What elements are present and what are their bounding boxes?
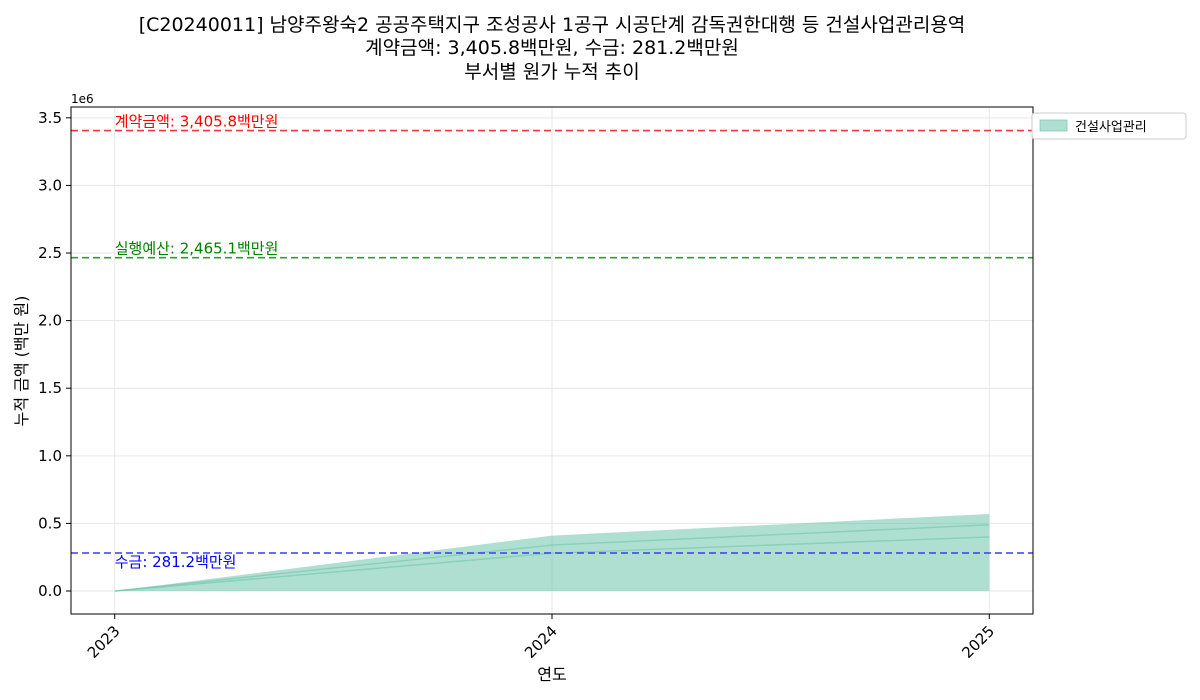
legend-label: 건설사업관리 — [1075, 120, 1147, 135]
y-tick-label: 0.0 — [38, 582, 62, 600]
series-line-lower — [114, 536, 990, 592]
series-line-mid — [114, 524, 990, 592]
y-axis: 0.0 0.5 1.0 1.5 2.0 2.5 3.0 3.5 — [38, 109, 71, 600]
x-tick-label: 2025 — [958, 622, 998, 662]
chart-title-line-2: 계약금액: 3,405.8백만원, 수금: 281.2백만원 — [365, 37, 739, 59]
reference-line-label: 실행예산: 2,465.1백만원 — [115, 240, 279, 258]
chart-title-line-1: [C20240011] 남양주왕숙2 공공주택지구 조성공사 1공구 시공단계 … — [139, 14, 966, 36]
y-tick-label: 1.0 — [38, 447, 62, 465]
reference-line-label: 계약금액: 3,405.8백만원 — [115, 113, 279, 131]
y-offset-label: 1e6 — [71, 92, 94, 106]
x-tick-label: 2023 — [84, 622, 124, 662]
x-axis: 2023 2024 2025 — [84, 614, 998, 662]
chart-title-line-3: 부서별 원가 누적 추이 — [464, 61, 639, 83]
reference-line-label: 수금: 281.2백만원 — [115, 553, 237, 571]
y-tick-label: 2.5 — [38, 244, 62, 262]
legend: 건설사업관리 — [1031, 112, 1187, 140]
x-tick-label: 2024 — [521, 622, 561, 662]
legend-swatch — [1039, 119, 1068, 132]
chart-title: [C20240011] 남양주왕숙2 공공주택지구 조성공사 1공구 시공단계 … — [139, 14, 966, 83]
y-tick-label: 3.5 — [38, 109, 62, 127]
y-axis-label: 누적 금액 (백만 원) — [12, 296, 31, 427]
y-tick-label: 3.0 — [38, 176, 62, 194]
series-areas — [114, 513, 990, 592]
y-tick-label: 1.5 — [38, 379, 62, 397]
y-tick-label: 2.0 — [38, 312, 62, 330]
legend-frame — [1031, 112, 1187, 140]
x-axis-label: 연도 — [537, 665, 566, 684]
y-tick-label: 0.5 — [38, 514, 62, 532]
